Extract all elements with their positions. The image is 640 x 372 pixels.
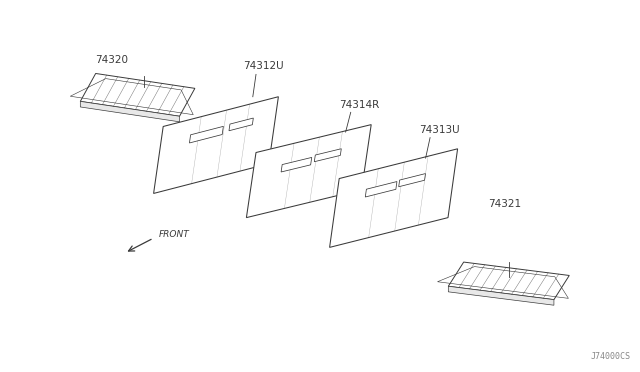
- Polygon shape: [448, 262, 570, 300]
- Polygon shape: [189, 126, 223, 143]
- Polygon shape: [448, 286, 554, 305]
- Polygon shape: [399, 174, 426, 187]
- Polygon shape: [246, 125, 371, 218]
- Text: 74320: 74320: [95, 55, 128, 65]
- Polygon shape: [314, 149, 341, 162]
- Polygon shape: [365, 182, 397, 197]
- Polygon shape: [229, 118, 253, 131]
- Text: 74313U: 74313U: [419, 125, 460, 135]
- Text: 74314R: 74314R: [339, 100, 380, 110]
- Text: 74321: 74321: [488, 199, 522, 209]
- Polygon shape: [330, 149, 458, 247]
- Text: 74312U: 74312U: [243, 61, 284, 71]
- Polygon shape: [81, 101, 179, 122]
- Polygon shape: [81, 74, 195, 116]
- Polygon shape: [154, 97, 278, 193]
- Text: FRONT: FRONT: [159, 230, 189, 239]
- Polygon shape: [281, 157, 312, 172]
- Text: J74000CS: J74000CS: [590, 352, 630, 361]
